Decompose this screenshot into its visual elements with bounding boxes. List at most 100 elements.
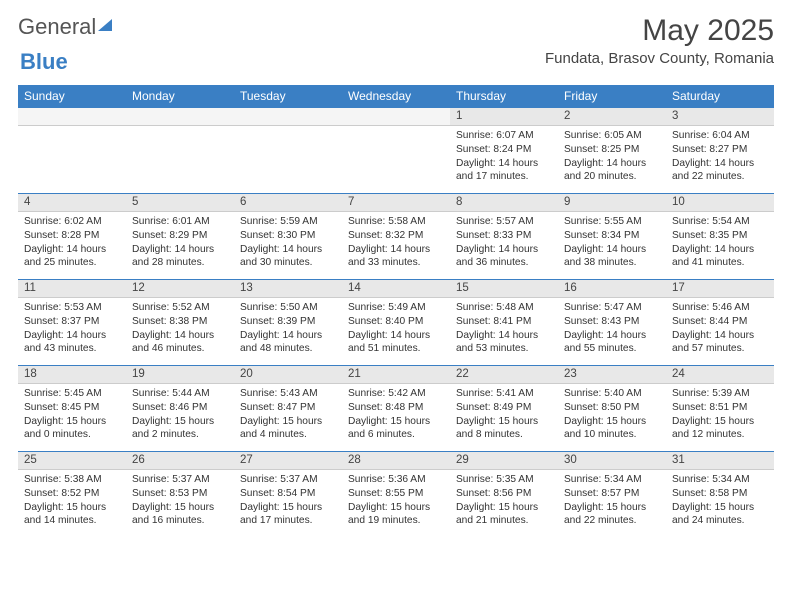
sunset-text: Sunset: 8:33 PM	[456, 229, 552, 243]
day-number-cell	[234, 108, 342, 126]
daylight-text: Daylight: 15 hours and 14 minutes.	[24, 501, 120, 529]
day-detail-cell: Sunrise: 6:05 AMSunset: 8:25 PMDaylight:…	[558, 126, 666, 194]
sunset-text: Sunset: 8:54 PM	[240, 487, 336, 501]
sunrise-text: Sunrise: 6:01 AM	[132, 215, 228, 229]
daylight-text: Daylight: 15 hours and 16 minutes.	[132, 501, 228, 529]
day-detail-cell: Sunrise: 5:47 AMSunset: 8:43 PMDaylight:…	[558, 298, 666, 366]
day-number-cell: 17	[666, 280, 774, 298]
day-number-cell: 16	[558, 280, 666, 298]
day-number-row: 18192021222324	[18, 366, 774, 384]
day-number-cell	[18, 108, 126, 126]
day-detail-cell: Sunrise: 5:49 AMSunset: 8:40 PMDaylight:…	[342, 298, 450, 366]
sunset-text: Sunset: 8:40 PM	[348, 315, 444, 329]
daylight-text: Daylight: 15 hours and 22 minutes.	[564, 501, 660, 529]
day-number-cell: 22	[450, 366, 558, 384]
day-number-cell: 11	[18, 280, 126, 298]
day-number-cell: 2	[558, 108, 666, 126]
sunrise-text: Sunrise: 6:05 AM	[564, 129, 660, 143]
day-detail-cell	[234, 126, 342, 194]
sunrise-text: Sunrise: 5:44 AM	[132, 387, 228, 401]
day-detail-cell: Sunrise: 5:44 AMSunset: 8:46 PMDaylight:…	[126, 384, 234, 452]
day-number-cell: 30	[558, 452, 666, 470]
sunrise-text: Sunrise: 5:34 AM	[672, 473, 768, 487]
day-detail-cell: Sunrise: 5:40 AMSunset: 8:50 PMDaylight:…	[558, 384, 666, 452]
day-detail-cell: Sunrise: 6:01 AMSunset: 8:29 PMDaylight:…	[126, 212, 234, 280]
sunrise-text: Sunrise: 5:54 AM	[672, 215, 768, 229]
day-detail-row: Sunrise: 6:07 AMSunset: 8:24 PMDaylight:…	[18, 126, 774, 194]
day-number-cell: 5	[126, 194, 234, 212]
day-number-cell: 7	[342, 194, 450, 212]
day-number-cell: 28	[342, 452, 450, 470]
sunset-text: Sunset: 8:57 PM	[564, 487, 660, 501]
sunset-text: Sunset: 8:51 PM	[672, 401, 768, 415]
daylight-text: Daylight: 14 hours and 30 minutes.	[240, 243, 336, 271]
sunrise-text: Sunrise: 5:43 AM	[240, 387, 336, 401]
daylight-text: Daylight: 14 hours and 46 minutes.	[132, 329, 228, 357]
day-number-cell: 21	[342, 366, 450, 384]
sunset-text: Sunset: 8:35 PM	[672, 229, 768, 243]
calendar-body: 123Sunrise: 6:07 AMSunset: 8:24 PMDaylig…	[18, 108, 774, 538]
daylight-text: Daylight: 14 hours and 25 minutes.	[24, 243, 120, 271]
day-number-cell: 18	[18, 366, 126, 384]
daylight-text: Daylight: 15 hours and 0 minutes.	[24, 415, 120, 443]
sunset-text: Sunset: 8:41 PM	[456, 315, 552, 329]
sunset-text: Sunset: 8:39 PM	[240, 315, 336, 329]
sunset-text: Sunset: 8:58 PM	[672, 487, 768, 501]
daylight-text: Daylight: 14 hours and 36 minutes.	[456, 243, 552, 271]
daylight-text: Daylight: 14 hours and 43 minutes.	[24, 329, 120, 357]
day-number-cell: 4	[18, 194, 126, 212]
sunrise-text: Sunrise: 5:37 AM	[132, 473, 228, 487]
daylight-text: Daylight: 14 hours and 17 minutes.	[456, 157, 552, 185]
sunset-text: Sunset: 8:45 PM	[24, 401, 120, 415]
day-number-cell: 29	[450, 452, 558, 470]
day-detail-cell: Sunrise: 5:48 AMSunset: 8:41 PMDaylight:…	[450, 298, 558, 366]
day-detail-cell: Sunrise: 5:58 AMSunset: 8:32 PMDaylight:…	[342, 212, 450, 280]
weekday-header: Sunday	[18, 85, 126, 108]
day-number-cell: 6	[234, 194, 342, 212]
sunrise-text: Sunrise: 5:46 AM	[672, 301, 768, 315]
day-number-cell: 31	[666, 452, 774, 470]
day-detail-cell	[18, 126, 126, 194]
weekday-header: Thursday	[450, 85, 558, 108]
daylight-text: Daylight: 14 hours and 41 minutes.	[672, 243, 768, 271]
sunset-text: Sunset: 8:48 PM	[348, 401, 444, 415]
day-detail-cell: Sunrise: 5:34 AMSunset: 8:57 PMDaylight:…	[558, 470, 666, 538]
day-number-row: 11121314151617	[18, 280, 774, 298]
sunrise-text: Sunrise: 5:40 AM	[564, 387, 660, 401]
day-number-cell: 12	[126, 280, 234, 298]
sunset-text: Sunset: 8:38 PM	[132, 315, 228, 329]
sunset-text: Sunset: 8:29 PM	[132, 229, 228, 243]
sunset-text: Sunset: 8:34 PM	[564, 229, 660, 243]
day-number-cell: 13	[234, 280, 342, 298]
sunrise-text: Sunrise: 5:50 AM	[240, 301, 336, 315]
weekday-header-row: Sunday Monday Tuesday Wednesday Thursday…	[18, 85, 774, 108]
calendar-table: Sunday Monday Tuesday Wednesday Thursday…	[18, 85, 774, 538]
location-subtitle: Fundata, Brasov County, Romania	[545, 50, 774, 67]
daylight-text: Daylight: 15 hours and 10 minutes.	[564, 415, 660, 443]
daylight-text: Daylight: 14 hours and 33 minutes.	[348, 243, 444, 271]
brand-logo: General	[18, 14, 112, 40]
day-number-cell: 27	[234, 452, 342, 470]
day-detail-cell	[342, 126, 450, 194]
day-number-cell: 10	[666, 194, 774, 212]
sunrise-text: Sunrise: 5:36 AM	[348, 473, 444, 487]
sunset-text: Sunset: 8:43 PM	[564, 315, 660, 329]
sunrise-text: Sunrise: 5:34 AM	[564, 473, 660, 487]
day-detail-cell: Sunrise: 6:07 AMSunset: 8:24 PMDaylight:…	[450, 126, 558, 194]
sunset-text: Sunset: 8:24 PM	[456, 143, 552, 157]
day-detail-cell: Sunrise: 5:38 AMSunset: 8:52 PMDaylight:…	[18, 470, 126, 538]
sunrise-text: Sunrise: 5:58 AM	[348, 215, 444, 229]
sunset-text: Sunset: 8:47 PM	[240, 401, 336, 415]
sunrise-text: Sunrise: 5:52 AM	[132, 301, 228, 315]
daylight-text: Daylight: 14 hours and 51 minutes.	[348, 329, 444, 357]
day-number-cell: 9	[558, 194, 666, 212]
sunrise-text: Sunrise: 5:37 AM	[240, 473, 336, 487]
sunset-text: Sunset: 8:30 PM	[240, 229, 336, 243]
brand-part2: Blue	[20, 49, 68, 74]
day-detail-cell: Sunrise: 5:37 AMSunset: 8:54 PMDaylight:…	[234, 470, 342, 538]
sunset-text: Sunset: 8:49 PM	[456, 401, 552, 415]
daylight-text: Daylight: 15 hours and 24 minutes.	[672, 501, 768, 529]
daylight-text: Daylight: 15 hours and 2 minutes.	[132, 415, 228, 443]
month-title: May 2025	[545, 14, 774, 48]
sunrise-text: Sunrise: 5:47 AM	[564, 301, 660, 315]
